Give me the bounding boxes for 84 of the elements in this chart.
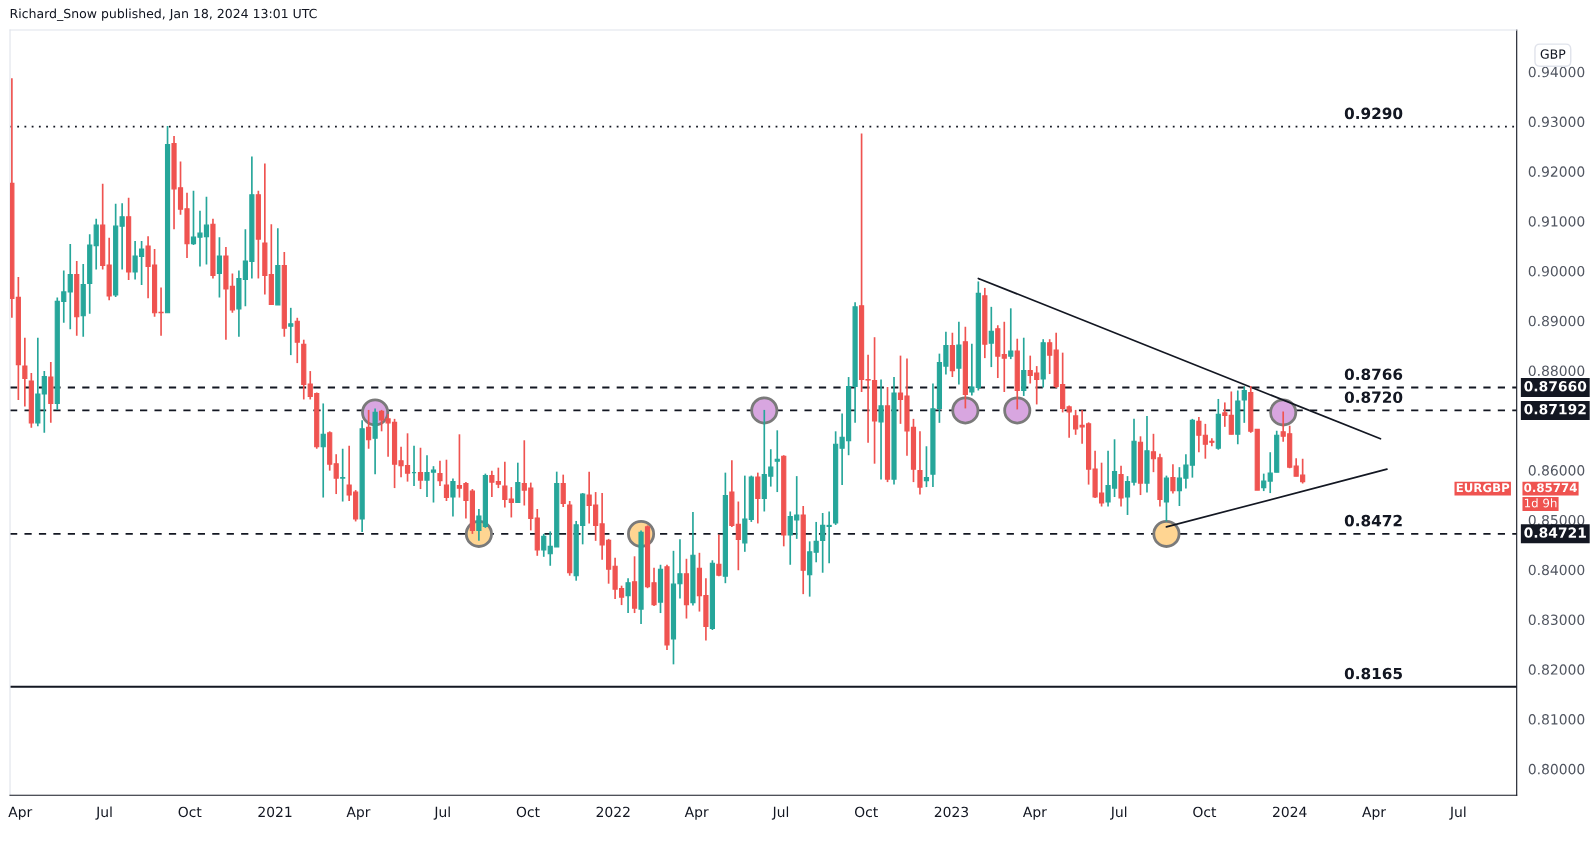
y-tick-label: 0.91000 xyxy=(1528,216,1585,227)
point xyxy=(1152,519,1181,548)
candlestick xyxy=(294,316,300,364)
chart-title: Richard_Snow published, Jan 18, 2024 13:01 UTC xyxy=(10,8,317,22)
candlestick xyxy=(333,453,339,495)
candlestick xyxy=(1001,320,1007,393)
y-tick-label: 0.82000 xyxy=(1528,664,1585,675)
point xyxy=(1003,396,1032,425)
x-tick-label: Oct xyxy=(854,806,878,818)
point xyxy=(951,396,980,425)
y-tick-label: 0.81000 xyxy=(1528,714,1585,725)
candlestick xyxy=(340,447,346,503)
candlestick xyxy=(774,429,780,493)
point xyxy=(750,396,779,425)
candlestick xyxy=(417,446,424,490)
annotation: 0.87192 xyxy=(1524,403,1586,415)
x-tick-label: Jul xyxy=(433,806,450,820)
candlestick xyxy=(560,473,566,508)
x-tick-label: 2021 xyxy=(258,806,292,818)
y-tick-label: 0.94000 xyxy=(1528,66,1585,78)
candlestick xyxy=(1170,463,1176,495)
candlestick xyxy=(216,236,223,299)
annotation: 0.87660 xyxy=(1524,381,1587,392)
candlestick xyxy=(541,533,547,558)
candlestick xyxy=(677,538,683,600)
y-tick-label: 0.88000 xyxy=(1528,365,1585,377)
x-tick-label: Jul xyxy=(1449,806,1466,820)
x-tick-label: 2022 xyxy=(596,806,630,818)
text: 0.85774 xyxy=(1524,483,1577,493)
ref-line-label: 0.9290 xyxy=(1344,107,1403,120)
y-tick-label: 0.85000 xyxy=(1528,514,1585,526)
x-tick-label: Oct xyxy=(178,806,202,818)
candlestick xyxy=(1241,385,1247,424)
y-tick-label: 0.89000 xyxy=(1528,315,1585,327)
y-tick-label: 0.90000 xyxy=(1528,265,1585,277)
candlestick xyxy=(1118,464,1124,508)
ref-line-label: 0.8720 xyxy=(1344,391,1403,403)
x-tick-label: Oct xyxy=(1193,806,1217,818)
text: 1d 9h xyxy=(1524,498,1557,508)
x-tick-label: Apr xyxy=(8,806,33,820)
y-axis-title: GBP xyxy=(1540,49,1566,59)
candlestick xyxy=(988,306,994,368)
annotation: 0.84721 xyxy=(1524,527,1586,538)
candlestick xyxy=(625,577,631,614)
candlestick xyxy=(515,461,521,504)
candlestick xyxy=(437,459,443,487)
candlestick xyxy=(320,402,326,499)
candlestick xyxy=(878,378,884,481)
y-tick-label: 0.86000 xyxy=(1528,465,1585,476)
x-tick-label: Apr xyxy=(346,806,371,820)
candlestick xyxy=(923,445,930,488)
ref-line-label: 0.8165 xyxy=(1344,667,1402,680)
x-tick-label: Apr xyxy=(684,806,709,820)
y-tick-label: 0.92000 xyxy=(1528,166,1585,177)
candlestick xyxy=(93,217,99,271)
candlestick xyxy=(716,533,722,578)
candlestick xyxy=(1008,307,1014,360)
candlestick xyxy=(755,471,761,525)
point xyxy=(1269,398,1298,427)
x-tick-label: Apr xyxy=(1362,806,1387,820)
candlestick xyxy=(288,306,294,356)
y-tick-label: 0.84000 xyxy=(1528,564,1585,576)
ref-line-label: 0.8766 xyxy=(1344,368,1403,381)
candlestick xyxy=(450,477,456,518)
ref-line-label: 0.8472 xyxy=(1344,514,1402,527)
x-tick-label: Jul xyxy=(771,806,789,820)
candlestick xyxy=(366,409,372,450)
x-tick-label: Jul xyxy=(95,806,112,820)
x-tick-label: 2023 xyxy=(934,806,969,818)
candlestick xyxy=(956,320,962,386)
candlestick xyxy=(1021,336,1027,397)
y-tick-label: 0.80000 xyxy=(1528,763,1585,775)
annotation: EURGBP xyxy=(1456,483,1510,493)
y-tick-label: 0.93000 xyxy=(1528,116,1585,128)
candlestick xyxy=(22,336,28,408)
x-tick-label: Jul xyxy=(1110,806,1127,820)
candlestick xyxy=(917,430,923,496)
candlestick xyxy=(443,458,450,502)
candlestick xyxy=(1163,474,1170,523)
y-tick-label: 0.83000 xyxy=(1528,614,1585,625)
x-tick-label: Oct xyxy=(516,806,540,818)
x-tick-label: 2024 xyxy=(1273,806,1307,818)
x-tick-label: Apr xyxy=(1022,806,1047,820)
candlestick xyxy=(67,243,73,331)
